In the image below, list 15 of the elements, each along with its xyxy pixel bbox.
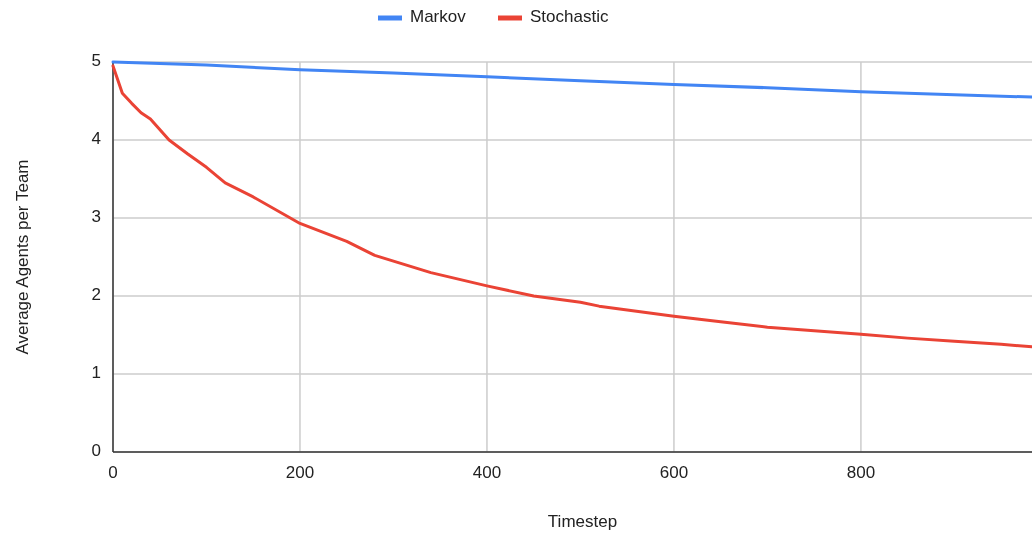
x-tick-label: 600 — [659, 463, 689, 482]
legend-label: Stochastic — [530, 7, 609, 27]
y-axis-title: Average Agents per Team — [13, 159, 32, 355]
x-axis-title: Timestep — [547, 512, 618, 531]
x-tick-label: 200 — [285, 463, 315, 482]
x-tick-label: 400 — [472, 463, 502, 482]
y-tick-label: 5 — [91, 51, 101, 71]
x-tick-label: 800 — [846, 463, 876, 482]
y-tick-label: 4 — [91, 129, 101, 149]
y-tick-label: 0 — [91, 441, 101, 461]
legend-label: Markov — [410, 7, 467, 27]
y-tick-label: 3 — [91, 207, 101, 227]
x-tick-label: 0 — [108, 463, 118, 482]
y-tick-label: 1 — [91, 363, 101, 383]
y-tick-label: 2 — [91, 285, 101, 305]
